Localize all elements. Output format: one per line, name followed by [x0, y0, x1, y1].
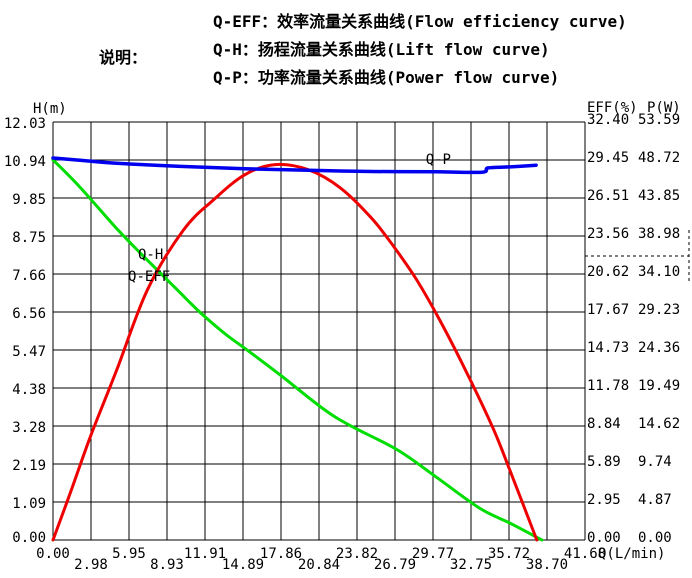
legend-line-qh: Q-H：扬程流量关系曲线(Lift flow curve) — [213, 40, 550, 59]
curve-q-h — [51, 158, 544, 542]
x-axis-label: 23.82 — [335, 546, 379, 562]
x-axis-label: 26.79 — [373, 557, 417, 573]
y-axis-label-efficiency: 11.78 — [587, 378, 630, 394]
y-axis-label-power: 9.74 — [638, 454, 672, 470]
y-axis-label-power: 34.10 — [638, 264, 681, 280]
y-axis-label-efficiency: 23.56 — [587, 226, 630, 242]
y-axis-label-efficiency: 32.40 — [587, 112, 630, 128]
legend-heading: 说明： — [99, 48, 148, 67]
x-axis-label: 29.77 — [411, 546, 455, 562]
y-axis-title-efficiency: EFF(%) — [587, 100, 638, 116]
y-axis-label-power: 14.62 — [638, 416, 681, 432]
x-axis-label: 2.98 — [74, 557, 108, 573]
curve-q-p — [51, 156, 538, 175]
y-axis-label-power: 38.98 — [638, 226, 681, 242]
y-axis-label-power: 43.85 — [638, 188, 681, 204]
y-axis-label-efficiency: 2.95 — [587, 492, 621, 508]
x-axis-label: 41.68 — [563, 546, 607, 562]
y-axis-label-power: 24.36 — [638, 340, 681, 356]
y-axis-label-efficiency: 29.45 — [587, 150, 630, 166]
legend-line-qeff: Q-EFF：效率流量关系曲线(Flow efficiency curve) — [213, 12, 627, 31]
y-axis-label-head: 3.28 — [12, 420, 46, 436]
y-axis-title-head: H(m) — [33, 101, 67, 117]
x-axis-label: 11.91 — [183, 546, 227, 562]
x-axis-label: 0.00 — [36, 546, 70, 562]
y-axis-label-power: 53.59 — [638, 112, 681, 128]
y-axis-label-head: 6.56 — [12, 306, 46, 322]
y-axis-label-head: 4.38 — [12, 382, 46, 398]
y-axis-label-head: 7.66 — [12, 268, 46, 284]
y-axis-label-power: 48.72 — [638, 150, 681, 166]
y-axis-title-power: P(W) — [647, 100, 681, 116]
y-axis-label-power: 19.49 — [638, 378, 681, 394]
legend-line-qp: Q-P：功率流量关系曲线(Power flow curve) — [213, 68, 560, 87]
y-axis-label-head: 8.75 — [12, 230, 46, 246]
y-axis-label-head: 9.85 — [12, 192, 46, 208]
y-axis-label-efficiency: 14.73 — [587, 340, 630, 356]
y-axis-label-head: 10.94 — [3, 154, 46, 170]
x-axis-label: 17.86 — [259, 546, 303, 562]
curve-label-q-h: Q-H — [138, 247, 164, 264]
y-axis-label-head: 0.00 — [12, 530, 46, 546]
curve-label-q-p: Q-P — [425, 151, 451, 168]
x-axis-label: 38.70 — [525, 557, 569, 573]
curve-label-q-eff: Q-EFF — [128, 268, 171, 285]
y-axis-label-head: 5.47 — [12, 344, 46, 360]
x-axis-label: 35.72 — [487, 546, 531, 562]
x-axis-label: 5.95 — [112, 546, 146, 562]
y-axis-label-efficiency: 8.84 — [587, 416, 621, 432]
y-axis-label-efficiency: 0.00 — [587, 530, 621, 546]
x-axis-label: 20.84 — [297, 557, 341, 573]
y-axis-label-head: 12.03 — [3, 116, 46, 132]
x-axis-title-flow: Q(L/min) — [598, 546, 666, 562]
y-axis-label-efficiency: 20.62 — [587, 264, 630, 280]
x-axis-label: 32.75 — [449, 557, 493, 573]
y-axis-label-efficiency: 17.67 — [587, 302, 630, 318]
y-axis-label-power: 0.00 — [638, 530, 672, 546]
curve-q-eff — [51, 162, 539, 542]
y-axis-label-efficiency: 5.89 — [587, 454, 621, 470]
y-axis-label-head: 2.19 — [12, 458, 46, 474]
y-axis-label-head: 1.09 — [12, 496, 46, 512]
y-axis-label-power: 29.23 — [638, 302, 681, 318]
y-axis-label-power: 4.87 — [638, 492, 672, 508]
x-axis-label: 8.93 — [150, 557, 184, 573]
x-axis-label: 14.89 — [221, 557, 265, 573]
y-axis-label-efficiency: 26.51 — [587, 188, 630, 204]
